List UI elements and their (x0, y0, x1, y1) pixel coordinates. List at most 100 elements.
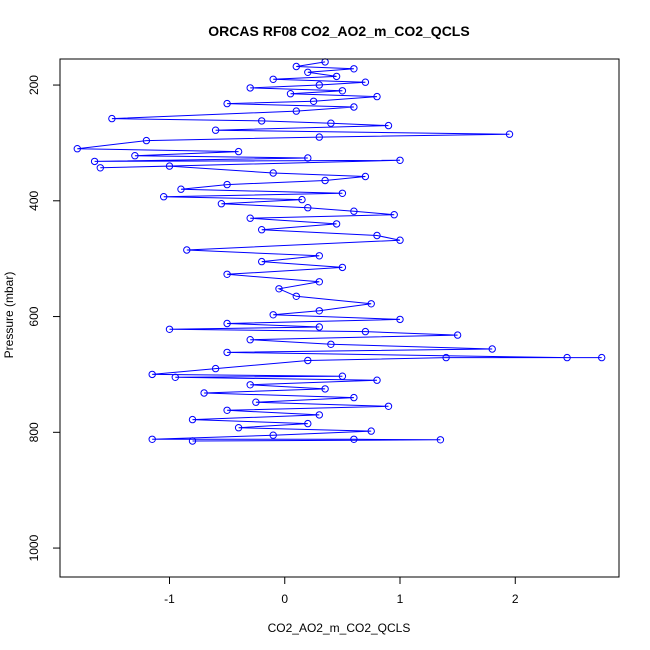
data-point (269, 169, 277, 177)
data-point (73, 145, 82, 153)
data-point (131, 152, 139, 160)
data-point (171, 373, 180, 381)
x-tick-label: 2 (512, 592, 519, 606)
data-point (390, 211, 398, 219)
data-point (384, 121, 393, 130)
data-point (332, 72, 341, 81)
data-point (188, 415, 197, 424)
data-point (246, 214, 254, 222)
data-point (223, 270, 231, 278)
data-point (211, 126, 220, 134)
data-point (396, 156, 404, 165)
data-point (338, 372, 347, 380)
data-point (361, 78, 370, 86)
data-point (350, 65, 358, 73)
series-line (77, 61, 602, 442)
data-point (361, 172, 370, 181)
data-point (223, 319, 231, 328)
data-point (234, 424, 243, 432)
data-point (183, 246, 191, 254)
data-point (108, 114, 116, 123)
data-point (304, 419, 312, 428)
data-point (223, 348, 231, 357)
x-axis: -1 0 1 2 (164, 576, 519, 606)
x-tick-label: 1 (397, 592, 404, 606)
data-point (148, 435, 156, 443)
data-point (338, 189, 347, 198)
y-tick-label: 400 (27, 190, 41, 210)
data-point (246, 336, 254, 344)
data-point (373, 376, 381, 384)
data-point (188, 437, 197, 445)
chart-title: ORCAS RF08 CO2_AO2_m_CO2_QCLS (208, 23, 469, 39)
data-point (292, 62, 300, 71)
data-point (361, 327, 370, 336)
data-point (252, 398, 260, 406)
data-point (338, 87, 347, 95)
data-point (258, 117, 266, 125)
y-tick-label: 200 (27, 75, 41, 95)
data-point (350, 207, 358, 215)
data-point (258, 257, 266, 266)
data-point (350, 103, 358, 111)
data-point (148, 370, 156, 379)
data-point (367, 427, 375, 435)
data-point (321, 176, 329, 185)
y-tick-label: 800 (27, 422, 41, 442)
data-point (488, 345, 496, 353)
data-point (373, 92, 381, 101)
data-point (246, 84, 254, 92)
x-axis-label: CO2_AO2_m_CO2_QCLS (268, 621, 411, 635)
data-point (292, 292, 300, 300)
y-tick-label: 1000 (27, 534, 41, 561)
data-point (258, 226, 266, 234)
data-point (442, 353, 450, 362)
y-tick-label: 600 (27, 306, 41, 326)
data-point (332, 220, 341, 228)
data-point (367, 300, 375, 308)
data-point (350, 435, 358, 443)
x-tick-label: 0 (281, 592, 288, 606)
x-tick-label: -1 (164, 592, 175, 606)
data-point (269, 431, 277, 439)
data-point (246, 381, 254, 389)
data-point (396, 236, 404, 244)
y-axis: 200 400 600 800 1000 (27, 75, 61, 561)
data-point (223, 99, 231, 108)
data-point (315, 133, 323, 141)
data-point (223, 180, 231, 189)
data-point (160, 193, 168, 201)
data-point (327, 119, 335, 127)
data-point (315, 323, 323, 331)
data-point (211, 364, 220, 373)
data-point (234, 147, 243, 156)
data-point (142, 136, 151, 145)
data-point (373, 231, 381, 240)
data-point (304, 356, 312, 365)
data-point (315, 307, 323, 315)
data-point (275, 285, 283, 293)
data-point (505, 130, 514, 138)
data-point (298, 195, 306, 204)
data-point (269, 75, 277, 84)
data-point (396, 315, 404, 324)
data-point (90, 157, 99, 166)
series-line-group (77, 61, 602, 442)
data-point (384, 402, 393, 410)
data-point (217, 200, 226, 208)
data-point (200, 389, 208, 397)
data-point (436, 436, 445, 444)
data-point (304, 204, 312, 212)
data-point (453, 331, 462, 339)
data-point (304, 154, 312, 162)
data-point (165, 162, 174, 170)
data-point (315, 252, 323, 260)
data-point (338, 263, 347, 272)
data-point (315, 278, 323, 286)
data-point (286, 90, 295, 98)
data-point (563, 353, 571, 362)
data-point (309, 97, 318, 106)
data-point (304, 68, 312, 77)
data-point (350, 393, 358, 402)
